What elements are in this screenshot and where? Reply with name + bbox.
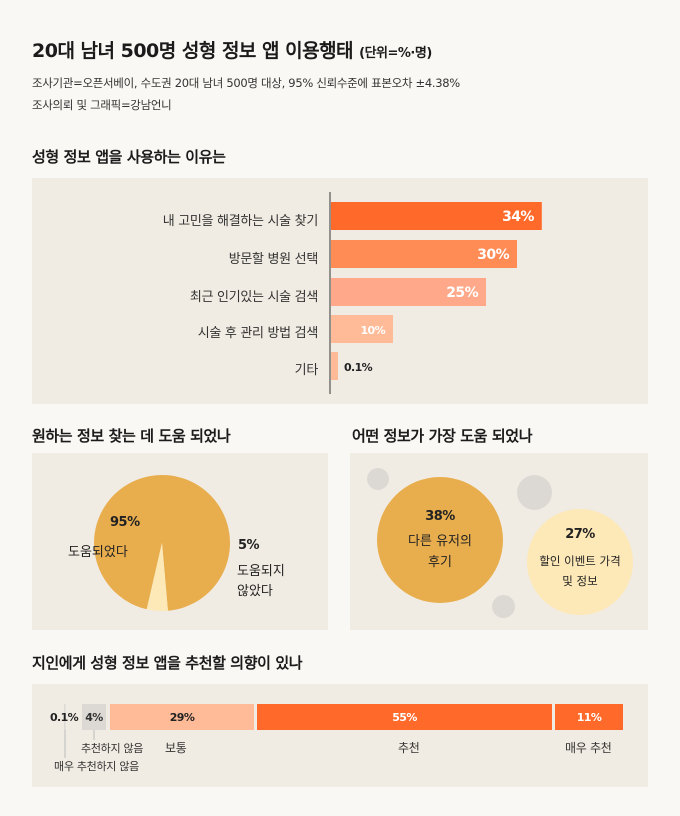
reason-label: 시술 후 관리 방법 검색 bbox=[197, 326, 319, 341]
decor-circle bbox=[517, 475, 552, 510]
stack-label-strongly-not: 매우 추천하지 않음 bbox=[54, 760, 139, 773]
bubble-reviews-label: 다른 유저의 후기 bbox=[408, 534, 472, 570]
decor-circle bbox=[367, 468, 389, 490]
reason-value-label: 25% bbox=[446, 285, 478, 301]
section-helpful-title: 원하는 정보 찾는 데 도움 되었나 bbox=[32, 427, 231, 445]
reason-value-label: 10% bbox=[360, 324, 385, 337]
recommend-stacked-bar: 0.1% 4% 29% 55% 11% bbox=[50, 704, 623, 758]
reasons-labels: 내 고민을 해결하는 시술 찾기 방문할 병원 선택 최근 인기있는 시술 검색… bbox=[32, 178, 319, 404]
reason-label: 방문할 병원 선택 bbox=[228, 252, 319, 267]
bubble-discount bbox=[527, 509, 633, 615]
section-reasons-title: 성형 정보 앱을 사용하는 이유는 bbox=[32, 148, 226, 166]
reason-bar bbox=[331, 315, 393, 343]
pie-label-no-value: 5% bbox=[238, 538, 260, 553]
decor-circle bbox=[492, 595, 515, 618]
reason-bar bbox=[331, 278, 486, 306]
stack-segment bbox=[555, 704, 623, 730]
section-recommend-title: 지인에게 성형 정보 앱을 추천할 의향이 있나 bbox=[32, 654, 303, 672]
reason-label: 기타 bbox=[294, 363, 319, 378]
reason-value-label: 34% bbox=[502, 209, 534, 225]
info-panel: 38% 다른 유저의 후기 27% 할인 이벤트 가격 및 정보 bbox=[350, 453, 648, 630]
reason-bar bbox=[331, 240, 517, 268]
reason-bar bbox=[331, 202, 542, 230]
stack-segment bbox=[257, 704, 552, 730]
pie-slice-no bbox=[146, 543, 168, 611]
pie-slice-yes bbox=[94, 475, 230, 611]
helpful-pie-chart bbox=[94, 475, 230, 611]
stack-value-label: 55% bbox=[392, 711, 417, 724]
credit-info: 조사의뢰 및 그래픽=강남언니 bbox=[32, 98, 172, 112]
stack-value-label: 11% bbox=[577, 711, 602, 724]
recommend-panel: 0.1% 4% 29% 55% 11% 추천하지 않음 매우 추천하지 않음 보통 추천… bbox=[32, 684, 648, 787]
reason-label: 내 고민을 해결하는 시술 찾기 bbox=[162, 214, 319, 229]
survey-info: 조사기관=오픈서베이, 수도권 20대 남녀 500명 대상, 95% 신뢰수준… bbox=[32, 76, 460, 90]
stack-label-recommend: 추천 bbox=[398, 741, 420, 755]
reasons-panel: 내 고민을 해결하는 시술 찾기 방문할 병원 선택 최근 인기있는 시술 검색… bbox=[32, 178, 648, 404]
reason-label: 최근 인기있는 시술 검색 bbox=[189, 290, 318, 305]
title-text: 20대 남녀 500명 성형 정보 앱 이용행태 bbox=[32, 40, 354, 62]
page-title: 20대 남녀 500명 성형 정보 앱 이용행태 (단위=%·명) bbox=[32, 36, 432, 63]
stack-value-label: 4% bbox=[85, 711, 103, 724]
stack-label-not-recommend: 추천하지 않음 bbox=[81, 742, 144, 755]
reasons-bar-chart: 34% 30% 25% 10% 0.1% bbox=[329, 192, 542, 394]
stack-segment bbox=[82, 704, 106, 730]
pie-label-yes: 도움되었다 bbox=[68, 545, 128, 560]
bubble-discount-value: 27% bbox=[565, 527, 595, 542]
helpful-panel: 95% 도움되었다 5% 도움되지 않았다 bbox=[32, 453, 328, 630]
title-unit: (단위=%·명) bbox=[359, 46, 432, 61]
stack-value-label: 0.1% bbox=[50, 711, 79, 724]
reason-value-label: 30% bbox=[477, 247, 509, 263]
stack-segment bbox=[110, 704, 254, 730]
reason-value-label: 0.1% bbox=[344, 361, 373, 374]
reason-bar bbox=[331, 352, 338, 380]
stack-segment bbox=[64, 704, 66, 730]
stack-value-label: 29% bbox=[170, 711, 195, 724]
stack-label-strongly: 매우 추천 bbox=[565, 741, 612, 755]
section-info-title: 어떤 정보가 가장 도움 되었나 bbox=[352, 427, 533, 445]
stack-label-neutral: 보통 bbox=[165, 741, 187, 755]
pie-label-no: 도움되지 않았다 bbox=[237, 564, 285, 599]
bubble-reviews bbox=[377, 477, 503, 603]
bubble-reviews-value: 38% bbox=[425, 509, 455, 524]
bubble-discount-label: 할인 이벤트 가격 및 정보 bbox=[539, 554, 621, 588]
pie-label-yes-value: 95% bbox=[110, 515, 140, 530]
